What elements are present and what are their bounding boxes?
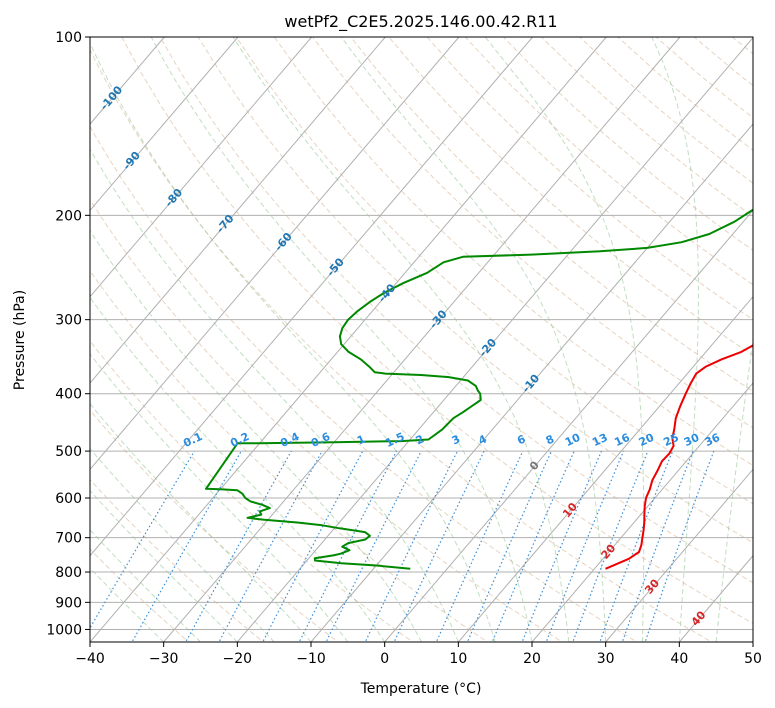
moist-adiabats [90, 37, 753, 642]
moist-adiabat-line [90, 229, 422, 642]
y-tick-label: 800 [55, 565, 82, 581]
line-labels: -100-90-80-70-60-50-40-30-20-10010203040… [98, 83, 723, 628]
isotherm-line [90, 37, 386, 384]
x-axis-label: Temperature (°C) [360, 681, 482, 697]
isobar-gridlines [90, 37, 753, 630]
y-axis-ticks: 100 200 300 400 500 600 700 800 900 1000 [46, 30, 90, 638]
moist-adiabat-line [715, 334, 753, 642]
isotherm-line [90, 37, 607, 642]
y-axis-label: Pressure (hPa) [12, 290, 28, 390]
mixing-ratio-line [298, 450, 398, 642]
mixing-ratio-label: 16 [612, 431, 632, 449]
y-tick-label: 700 [55, 531, 82, 547]
mixing-ratio-label: 13 [590, 431, 609, 449]
mixing-ratio-line [393, 450, 485, 642]
isotherm-line [90, 37, 239, 212]
isotherm-line [90, 37, 534, 557]
profile-line [205, 208, 753, 570]
mixing-ratio-lines [90, 450, 715, 642]
mixing-ratio-line [599, 450, 674, 642]
dry-adiabat-line [197, 37, 753, 544]
isotherm-line [310, 123, 753, 642]
mixing-ratio-label: 25 [661, 431, 680, 449]
x-tick-label: 20 [523, 651, 541, 667]
mixing-ratio-line [545, 450, 625, 642]
x-tick-label: 10 [449, 651, 467, 667]
isotherm-line [163, 37, 681, 642]
sounding-profiles [205, 208, 753, 570]
chart-title: wetPf2_C2E5.2025.146.00.42.R11 [284, 12, 557, 32]
y-tick-label: 600 [55, 491, 82, 507]
dry-adiabat-line [464, 37, 753, 286]
isotherm-line [90, 37, 460, 471]
moist-adiabat-line [651, 37, 700, 642]
mixing-ratio-line [491, 450, 575, 642]
moist-adiabat-line [90, 447, 275, 642]
x-tick-label: 40 [670, 651, 688, 667]
mixing-ratio-line [90, 450, 195, 630]
isotherm-line [457, 295, 753, 642]
mixing-ratio-label: 30 [682, 431, 702, 449]
y-tick-label: 500 [55, 444, 82, 460]
plot-frame [89, 36, 754, 643]
mixing-ratio-line [218, 450, 323, 642]
dry-adiabat-line [235, 37, 753, 505]
x-tick-label: 0 [380, 651, 389, 667]
mixing-ratio-line [521, 450, 603, 642]
mixing-ratio-label: 10 [563, 431, 583, 449]
moist-adiabat-line [232, 37, 570, 642]
dry-adiabat-line [90, 125, 639, 642]
x-tick-label: −40 [75, 651, 105, 667]
y-tick-label: 100 [55, 30, 82, 46]
mixing-ratio-line [621, 450, 694, 642]
x-tick-label: 50 [744, 651, 762, 667]
isotherm-line [236, 37, 753, 642]
moist-adiabat-line [90, 41, 496, 642]
dry-adiabat-line [312, 37, 753, 429]
moist-adiabat-line [484, 37, 645, 642]
profile-line [605, 344, 753, 570]
background-lines [90, 37, 753, 642]
y-tick-label: 400 [55, 387, 82, 403]
x-tick-label: −30 [149, 651, 179, 667]
x-axis-ticks: −40 −30 −20 −10 0 10 20 30 40 50 [75, 642, 762, 667]
isotherm-lines [90, 37, 753, 642]
y-tick-label: 300 [55, 313, 82, 329]
moist-adiabat-line [90, 148, 459, 642]
mixing-ratio-line [262, 450, 364, 642]
moist-adiabat-line [340, 37, 607, 642]
isotherm-line [90, 37, 313, 298]
x-tick-label: 30 [597, 651, 615, 667]
mixing-ratio-line [572, 450, 649, 642]
moist-adiabat-line [150, 37, 533, 642]
moist-adiabat-line [90, 489, 238, 642]
mixing-ratio-label: 20 [637, 431, 657, 449]
dry-adiabat-line [159, 37, 753, 584]
isotherm-line [605, 468, 753, 642]
dry-adiabat-line [350, 37, 753, 392]
dry-adiabat-line [426, 37, 753, 321]
y-tick-label: 900 [55, 595, 82, 611]
y-tick-label: 200 [55, 208, 82, 224]
moist-adiabat-line [90, 567, 165, 642]
y-tick-label: 1000 [46, 622, 82, 638]
x-tick-label: −20 [223, 651, 253, 667]
x-tick-label: −10 [296, 651, 326, 667]
isotherm-line [384, 209, 753, 642]
moist-adiabat-line [90, 296, 386, 642]
mixing-ratio-line [644, 450, 715, 642]
mixing-ratio-label: 36 [703, 431, 723, 449]
isotherm-line [531, 382, 753, 642]
moist-adiabat-line [90, 529, 201, 642]
